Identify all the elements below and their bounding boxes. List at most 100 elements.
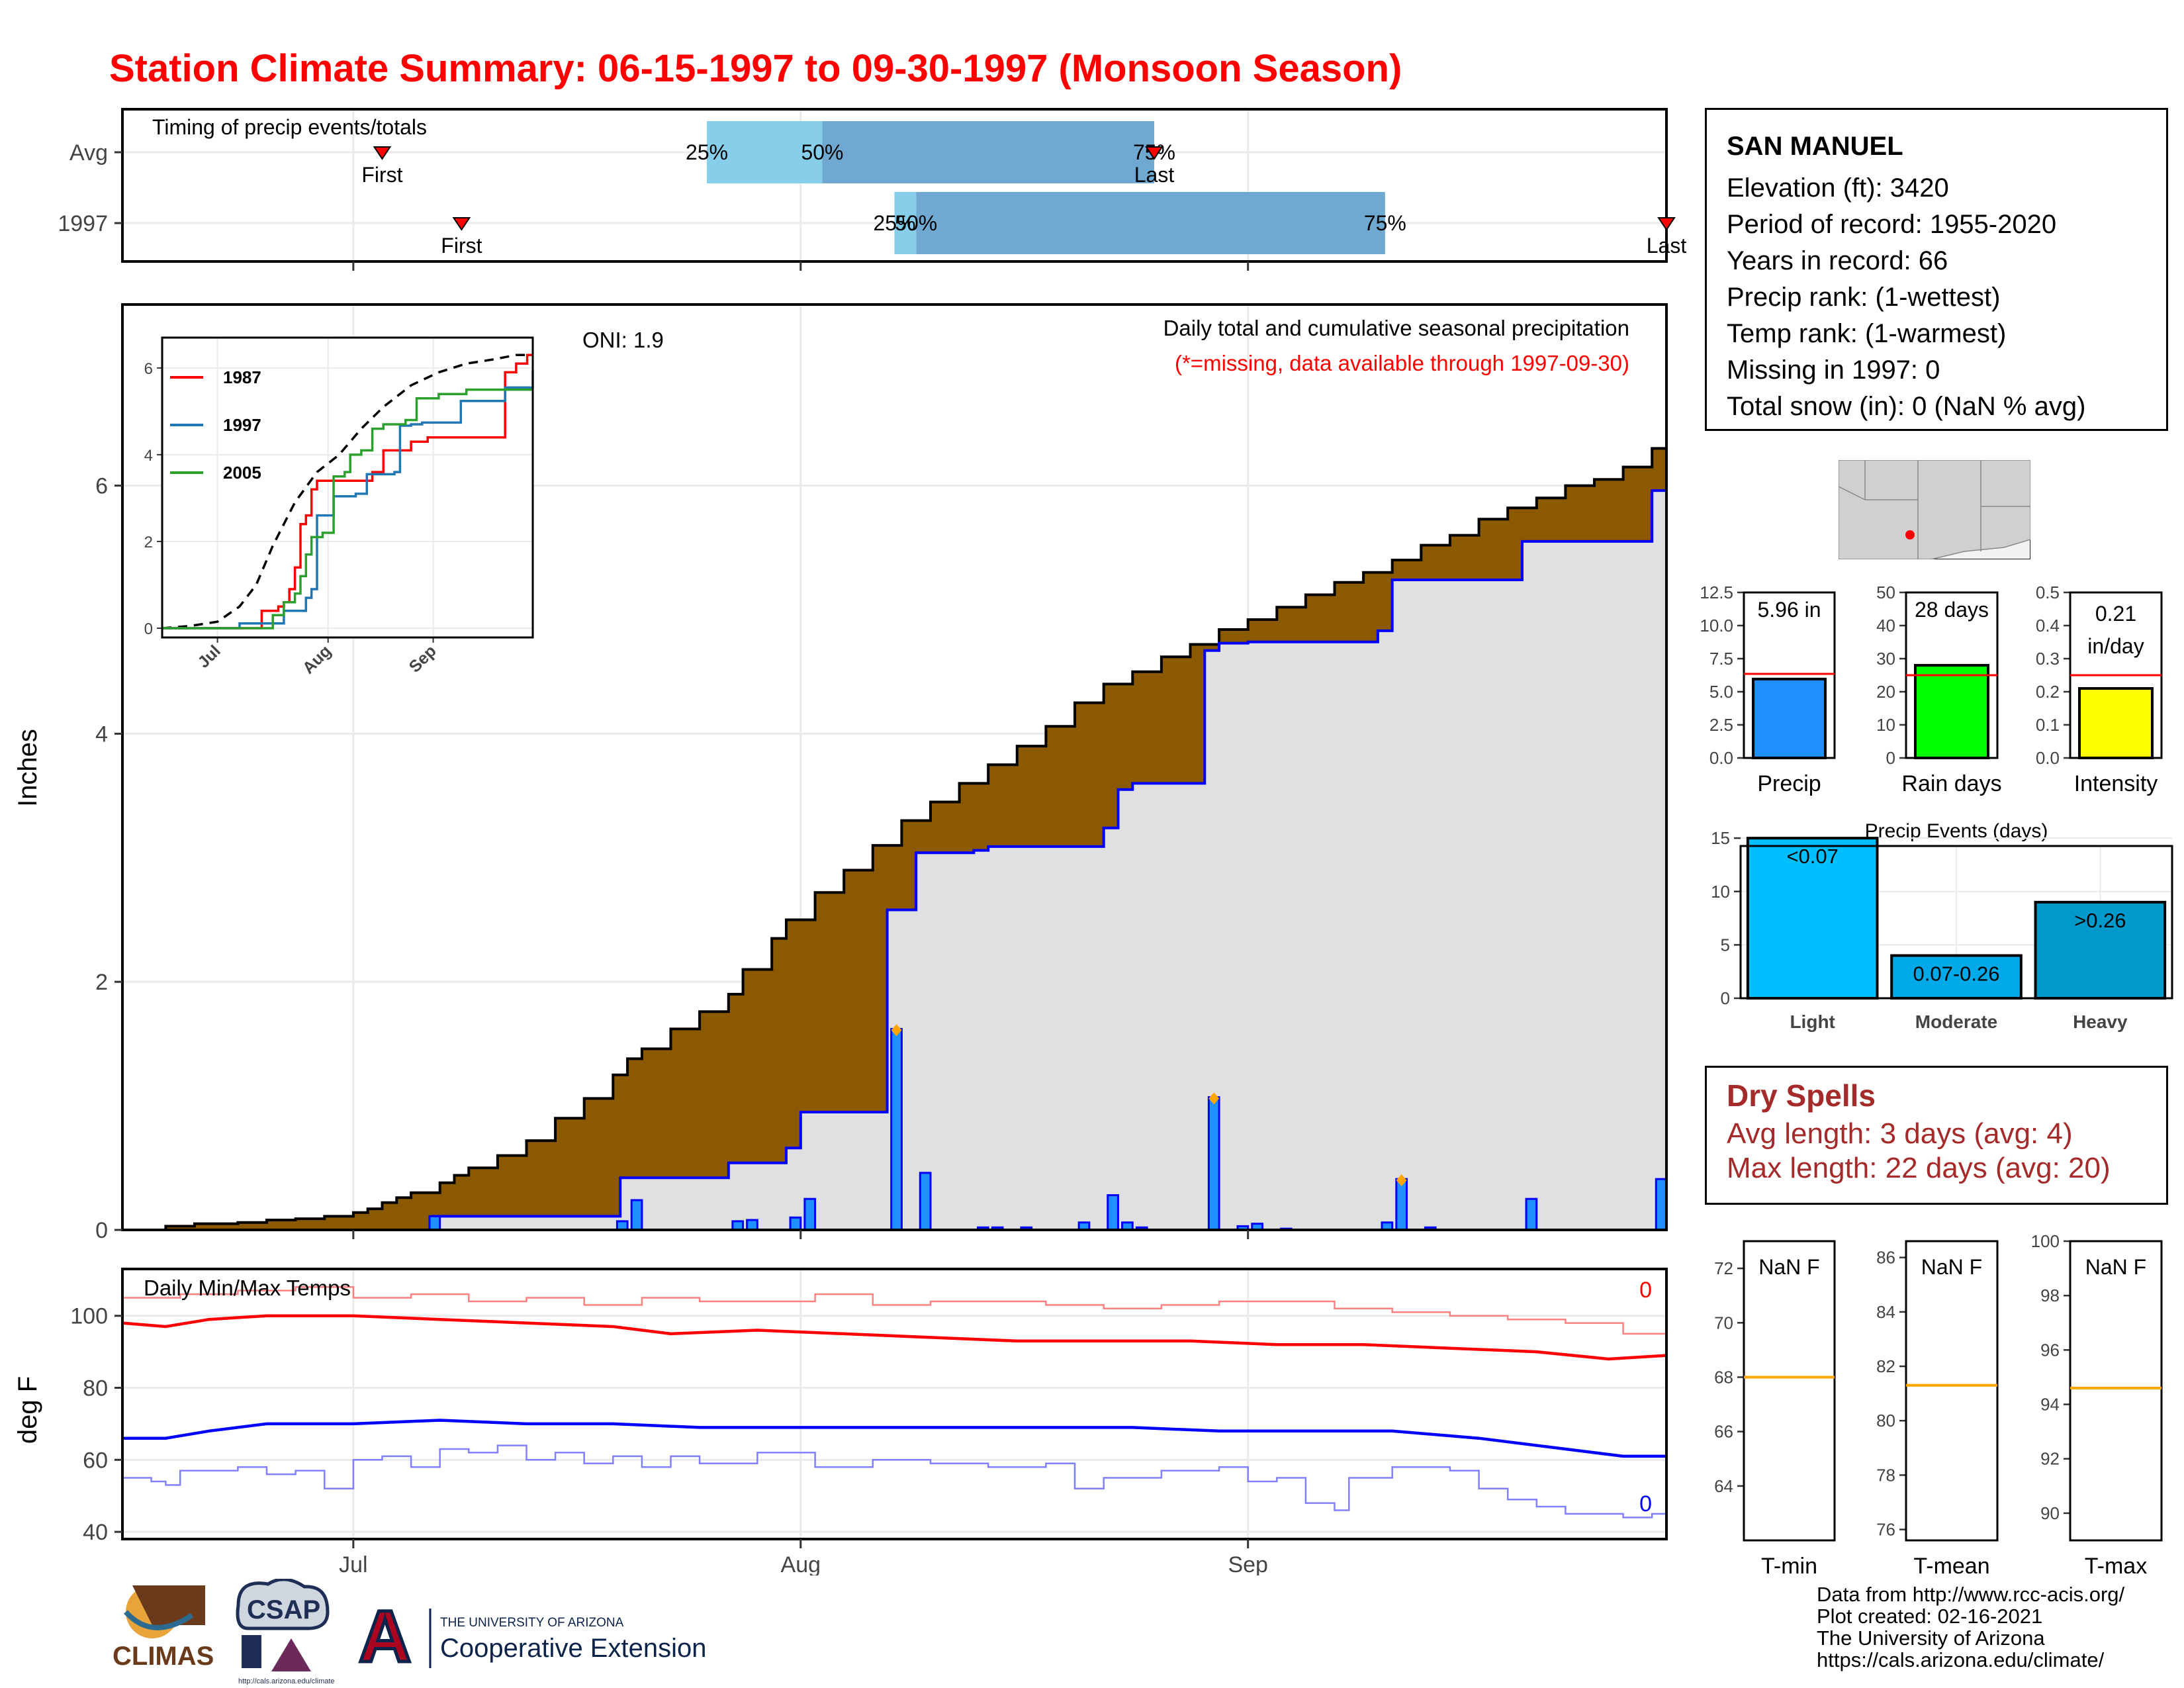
daily-precip-bar <box>1207 1096 1220 1231</box>
event-bar-label: 0.07-0.26 <box>1913 962 2000 986</box>
y-tick-label: 0.1 <box>2036 715 2060 735</box>
y-tick-label: 0 <box>1886 748 1895 768</box>
station-line: Temp rank: (1-warmest) <box>1727 319 2007 348</box>
value-label: 0.21 <box>2095 602 2136 626</box>
ua-logo: A THE UNIVERSITY OF ARIZONA Cooperative … <box>357 1595 707 1679</box>
y-tick-label: 5.0 <box>1709 682 1733 702</box>
value-label: NaN F <box>2085 1255 2146 1279</box>
daily-precip-bar <box>890 1027 903 1231</box>
y-tick-label: 7.5 <box>1709 649 1733 669</box>
precip-chart-title: Daily total and cumulative seasonal prec… <box>1163 316 1629 340</box>
y-tick-label: 100 <box>2031 1231 2060 1251</box>
daily-precip-bar <box>1107 1194 1119 1231</box>
cumulative-1997-area <box>122 491 1666 1230</box>
dry-spells-max: Max length: 22 days (avg: 20) <box>1727 1152 2111 1184</box>
temp-chart-title: Daily Min/Max Temps <box>144 1276 351 1300</box>
y-tick-label: 70 <box>1714 1313 1733 1333</box>
event-label: Last <box>1647 234 1687 258</box>
station-name: SAN MANUEL <box>1727 132 1903 161</box>
y-axis-label: Inches <box>13 729 42 807</box>
events-panel-border <box>1739 845 2173 1000</box>
svg-text:http://cals.arizona.edu/climat: http://cals.arizona.edu/climate <box>238 1677 335 1685</box>
y-tick-label: 90 <box>2040 1503 2060 1523</box>
q25-q50-bar <box>894 192 917 254</box>
oni-label: ONI: 1.9 <box>582 328 664 352</box>
event-bar-label: >0.26 <box>2074 909 2126 932</box>
y-tick-label: 2.5 <box>1709 715 1733 735</box>
y-tick-label: 86 <box>1876 1248 1895 1268</box>
y-tick-label: 76 <box>1876 1520 1895 1540</box>
inset-y-tick-label: 0 <box>144 620 153 638</box>
x-tick-label: Sep <box>1228 1552 1268 1575</box>
y-tick-label: 84 <box>1876 1302 1895 1322</box>
event-bar-label: <0.07 <box>1786 845 1838 868</box>
avg-daily-marker <box>891 1024 902 1037</box>
temp-panel-border <box>121 1268 1668 1540</box>
y-tick-label: 0.0 <box>1709 748 1733 768</box>
avg-cumulative-line <box>122 433 1668 1231</box>
y-tick-label: 2 <box>95 970 108 995</box>
y-tick-label: 40 <box>83 1520 108 1545</box>
station-line: Elevation (ft): 3420 <box>1727 173 1949 203</box>
svg-text:CLIMAS: CLIMAS <box>113 1642 214 1671</box>
daily-precip-bar <box>428 1215 441 1231</box>
y-tick-label: 30 <box>1876 649 1895 669</box>
summary-bar <box>1914 664 1989 759</box>
event-label: First <box>441 234 482 258</box>
y-tick-label: 0.5 <box>2036 583 2060 602</box>
event-marker <box>1657 217 1676 231</box>
event-marker <box>1145 146 1163 160</box>
precip-panel-border <box>121 303 1668 1231</box>
q50-q75-bar <box>916 192 1385 254</box>
station-line: Total snow (in): 0 (NaN % avg) <box>1727 392 2086 421</box>
min-missing-count: 0 <box>1639 1491 1652 1517</box>
y-tick-label: 96 <box>2040 1340 2060 1360</box>
y-tick-label: 10 <box>1876 715 1895 735</box>
q50-q75-bar <box>822 121 1154 183</box>
precip-chart: 0 2 4 6 Inches Daily total and cumulative sea… <box>13 303 1668 1243</box>
inset-legend-label: 1987 <box>223 367 261 387</box>
daily-precip-bar <box>1655 1178 1668 1231</box>
category-label: T-min <box>1761 1554 1817 1579</box>
inset-y-tick-label: 2 <box>144 534 153 551</box>
q25-q50-bar <box>707 121 823 183</box>
inset-average-line <box>161 353 533 630</box>
precip-events-chart: Precip Events (days)051015<0.07Light0.07… <box>1711 820 2173 1032</box>
temp-panel <box>122 1269 1666 1539</box>
location-map <box>1839 460 2030 559</box>
value-label: NaN F <box>1921 1255 1982 1279</box>
summary-bars-chart: 0.0 2.5 5.0 7.5 10.0 12.5 5.96 in Precip 0 10 20 30… <box>1700 583 2163 796</box>
daily-precip-bar <box>919 1172 932 1231</box>
x-tick-label: Aug <box>781 1552 821 1575</box>
climas-logo: CLIMAS <box>113 1585 214 1671</box>
credits: Data from http://www.rcc-acis.org/ Plot … <box>1817 1583 2124 1671</box>
temp-series-line <box>122 1314 1667 1361</box>
inset-legend-label: 1997 <box>223 415 261 435</box>
value-label: 5.96 in <box>1757 598 1821 622</box>
category-label: Rain days <box>1901 771 2001 796</box>
daily-precip-bar <box>1525 1197 1538 1231</box>
y-axis-label: deg F <box>13 1376 42 1444</box>
y-tick-label: 0.4 <box>2036 616 2060 635</box>
value-label: NaN F <box>1758 1255 1819 1279</box>
row-label: Avg <box>69 140 108 165</box>
svg-text:Cooperative Extension: Cooperative Extension <box>440 1634 706 1663</box>
event-label: Last <box>1134 163 1175 187</box>
station-line: Years in record: 66 <box>1727 246 1948 275</box>
y-tick-label: 50 <box>1876 583 1895 602</box>
precip-chart-subtitle: (*=missing, data available through 1997-… <box>1175 351 1629 375</box>
y-tick-label: 66 <box>1714 1422 1733 1442</box>
event-label: First <box>361 163 402 187</box>
cumulative-1997-line <box>122 489 1666 1231</box>
category-label: T-max <box>2085 1554 2147 1579</box>
credit-line: The University of Arizona <box>1817 1626 2045 1650</box>
category-label: T-mean <box>1913 1554 1989 1579</box>
y-tick-label: 60 <box>83 1448 108 1473</box>
dry-spells-title: Dry Spells <box>1727 1078 1876 1113</box>
row-label: 1997 <box>58 211 108 236</box>
timing-panel-border <box>121 108 1668 263</box>
pct-label: 25% <box>873 211 915 235</box>
temp-summary-chart: 64 66 68 70 72 NaN F T-min 76 78 80 82 84 86 NaN F T-m… <box>1714 1231 2163 1579</box>
event-bar <box>1890 954 2023 1000</box>
category-label: Moderate <box>1915 1011 1997 1032</box>
